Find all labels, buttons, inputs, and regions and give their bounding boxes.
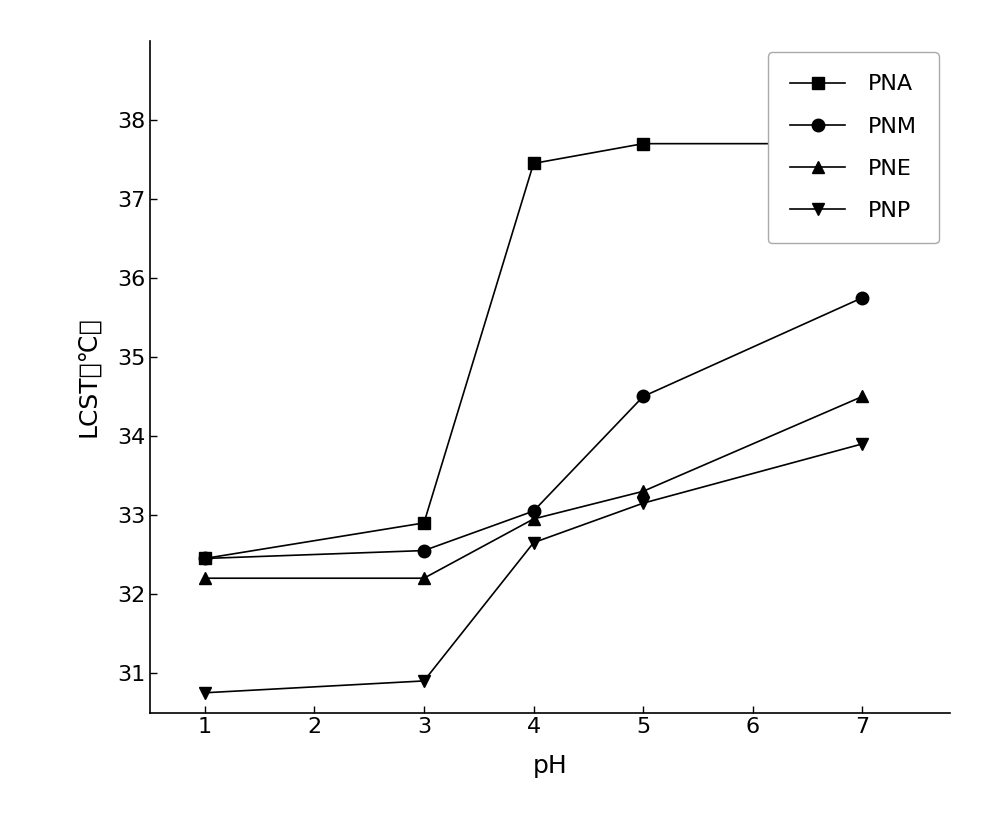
PNP [528, 538, 540, 548]
PNE [637, 486, 649, 496]
PNA [856, 138, 868, 148]
X-axis label: pH: pH [533, 754, 567, 778]
Legend: PNA, PNM, PNE, PNP: PNA, PNM, PNE, PNP [768, 52, 939, 243]
PNP [637, 498, 649, 508]
PNM [418, 545, 430, 555]
Line: PNE: PNE [199, 390, 869, 585]
PNM [528, 506, 540, 516]
PNA [637, 138, 649, 148]
PNE [856, 391, 868, 401]
Line: PNM: PNM [199, 292, 869, 565]
PNM [199, 554, 211, 563]
Line: PNA: PNA [199, 138, 869, 565]
PNP [199, 688, 211, 698]
PNE [418, 573, 430, 583]
Line: PNP: PNP [199, 437, 869, 699]
PNA [199, 554, 211, 563]
PNP [856, 439, 868, 449]
PNP [418, 676, 430, 686]
PNA [418, 518, 430, 527]
PNA [528, 159, 540, 169]
PNE [199, 573, 211, 583]
Y-axis label: LCST（℃）: LCST（℃） [76, 316, 100, 437]
PNE [528, 514, 540, 524]
PNM [856, 293, 868, 303]
PNM [637, 391, 649, 401]
